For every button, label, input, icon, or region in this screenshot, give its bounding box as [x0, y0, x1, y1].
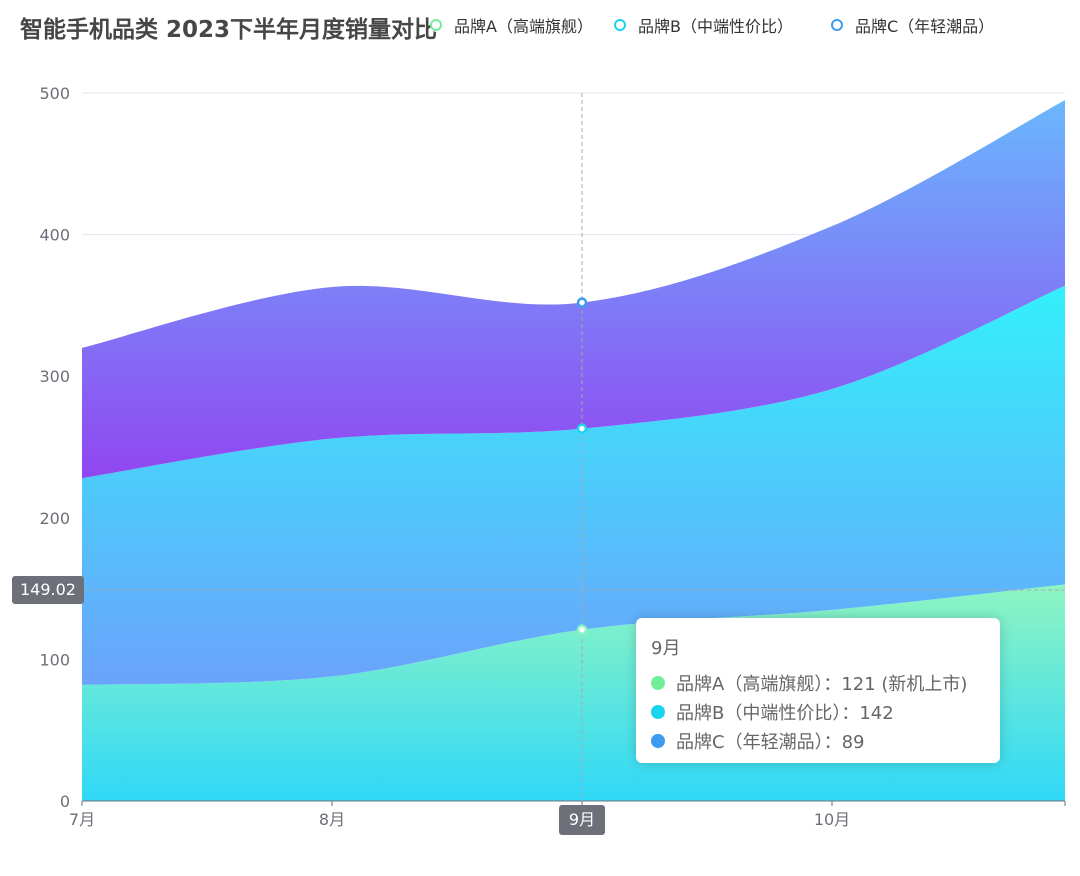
tooltip-text-brand-c: 品牌C（年轻潮品）：89	[676, 731, 865, 753]
legend-marker-brand-c	[831, 19, 843, 31]
x-tick-label: 8月	[319, 810, 345, 829]
legend-label-brand-c: 品牌C（年轻潮品）	[855, 17, 995, 36]
data-point-series-0	[576, 624, 588, 635]
x-axis-pointer-label: 9月	[559, 805, 605, 835]
y-tick-label: 200	[39, 509, 70, 528]
data-point-series-2	[576, 297, 588, 308]
area-series-1	[82, 285, 1065, 685]
area-series-2	[82, 100, 1065, 479]
legend-label-brand-b: 品牌B（中端性价比）	[638, 17, 793, 36]
legend-item-brand-b[interactable]: 品牌B（中端性价比）	[614, 13, 793, 37]
tooltip-marker-brand-c	[651, 733, 665, 748]
legend-item-brand-c[interactable]: 品牌C（年轻潮品）	[831, 13, 994, 37]
x-tick-label: 7月	[69, 810, 95, 829]
y-tick-label: 500	[39, 84, 70, 103]
legend-marker-brand-b	[614, 19, 626, 31]
tooltip-row: 品牌C（年轻潮品）：89	[651, 726, 985, 755]
tooltip-title: 9月	[651, 638, 681, 659]
y-tick-label: 100	[39, 650, 70, 669]
data-point-series-1	[576, 423, 588, 434]
legend-item-brand-a[interactable]: 品牌A（高端旗舰）	[430, 13, 593, 37]
y-tick-label: 400	[39, 226, 70, 245]
tooltip-row: 品牌A（高端旗舰）：121 (新机上市)	[651, 668, 985, 697]
x-tick-label: 10月	[814, 810, 850, 829]
tooltip-row: 品牌B（中端性价比）：142	[651, 697, 985, 726]
tooltip-marker-brand-a	[651, 675, 665, 690]
tooltip-text-brand-a: 品牌A（高端旗舰）：121 (新机上市)	[676, 673, 968, 695]
tooltip-marker-brand-b	[651, 704, 665, 719]
legend-label-brand-a: 品牌A（高端旗舰）	[454, 17, 593, 36]
legend-marker-brand-a	[430, 19, 442, 31]
tooltip-text-brand-b: 品牌B（中端性价比）：142	[676, 702, 894, 724]
chart-title: 智能手机品类 2023下半年月度销量对比	[20, 17, 438, 43]
y-axis-pointer-label: 149.02	[12, 576, 84, 604]
y-tick-label: 300	[39, 367, 70, 386]
y-tick-label: 0	[60, 792, 70, 811]
tooltip: 9月 品牌A（高端旗舰）：121 (新机上市) 品牌B（中端性价比）：142 品…	[636, 618, 1000, 763]
